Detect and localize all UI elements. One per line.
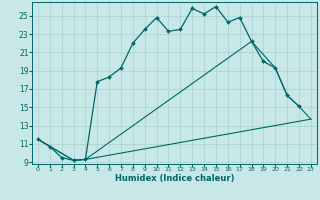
- X-axis label: Humidex (Indice chaleur): Humidex (Indice chaleur): [115, 174, 234, 183]
